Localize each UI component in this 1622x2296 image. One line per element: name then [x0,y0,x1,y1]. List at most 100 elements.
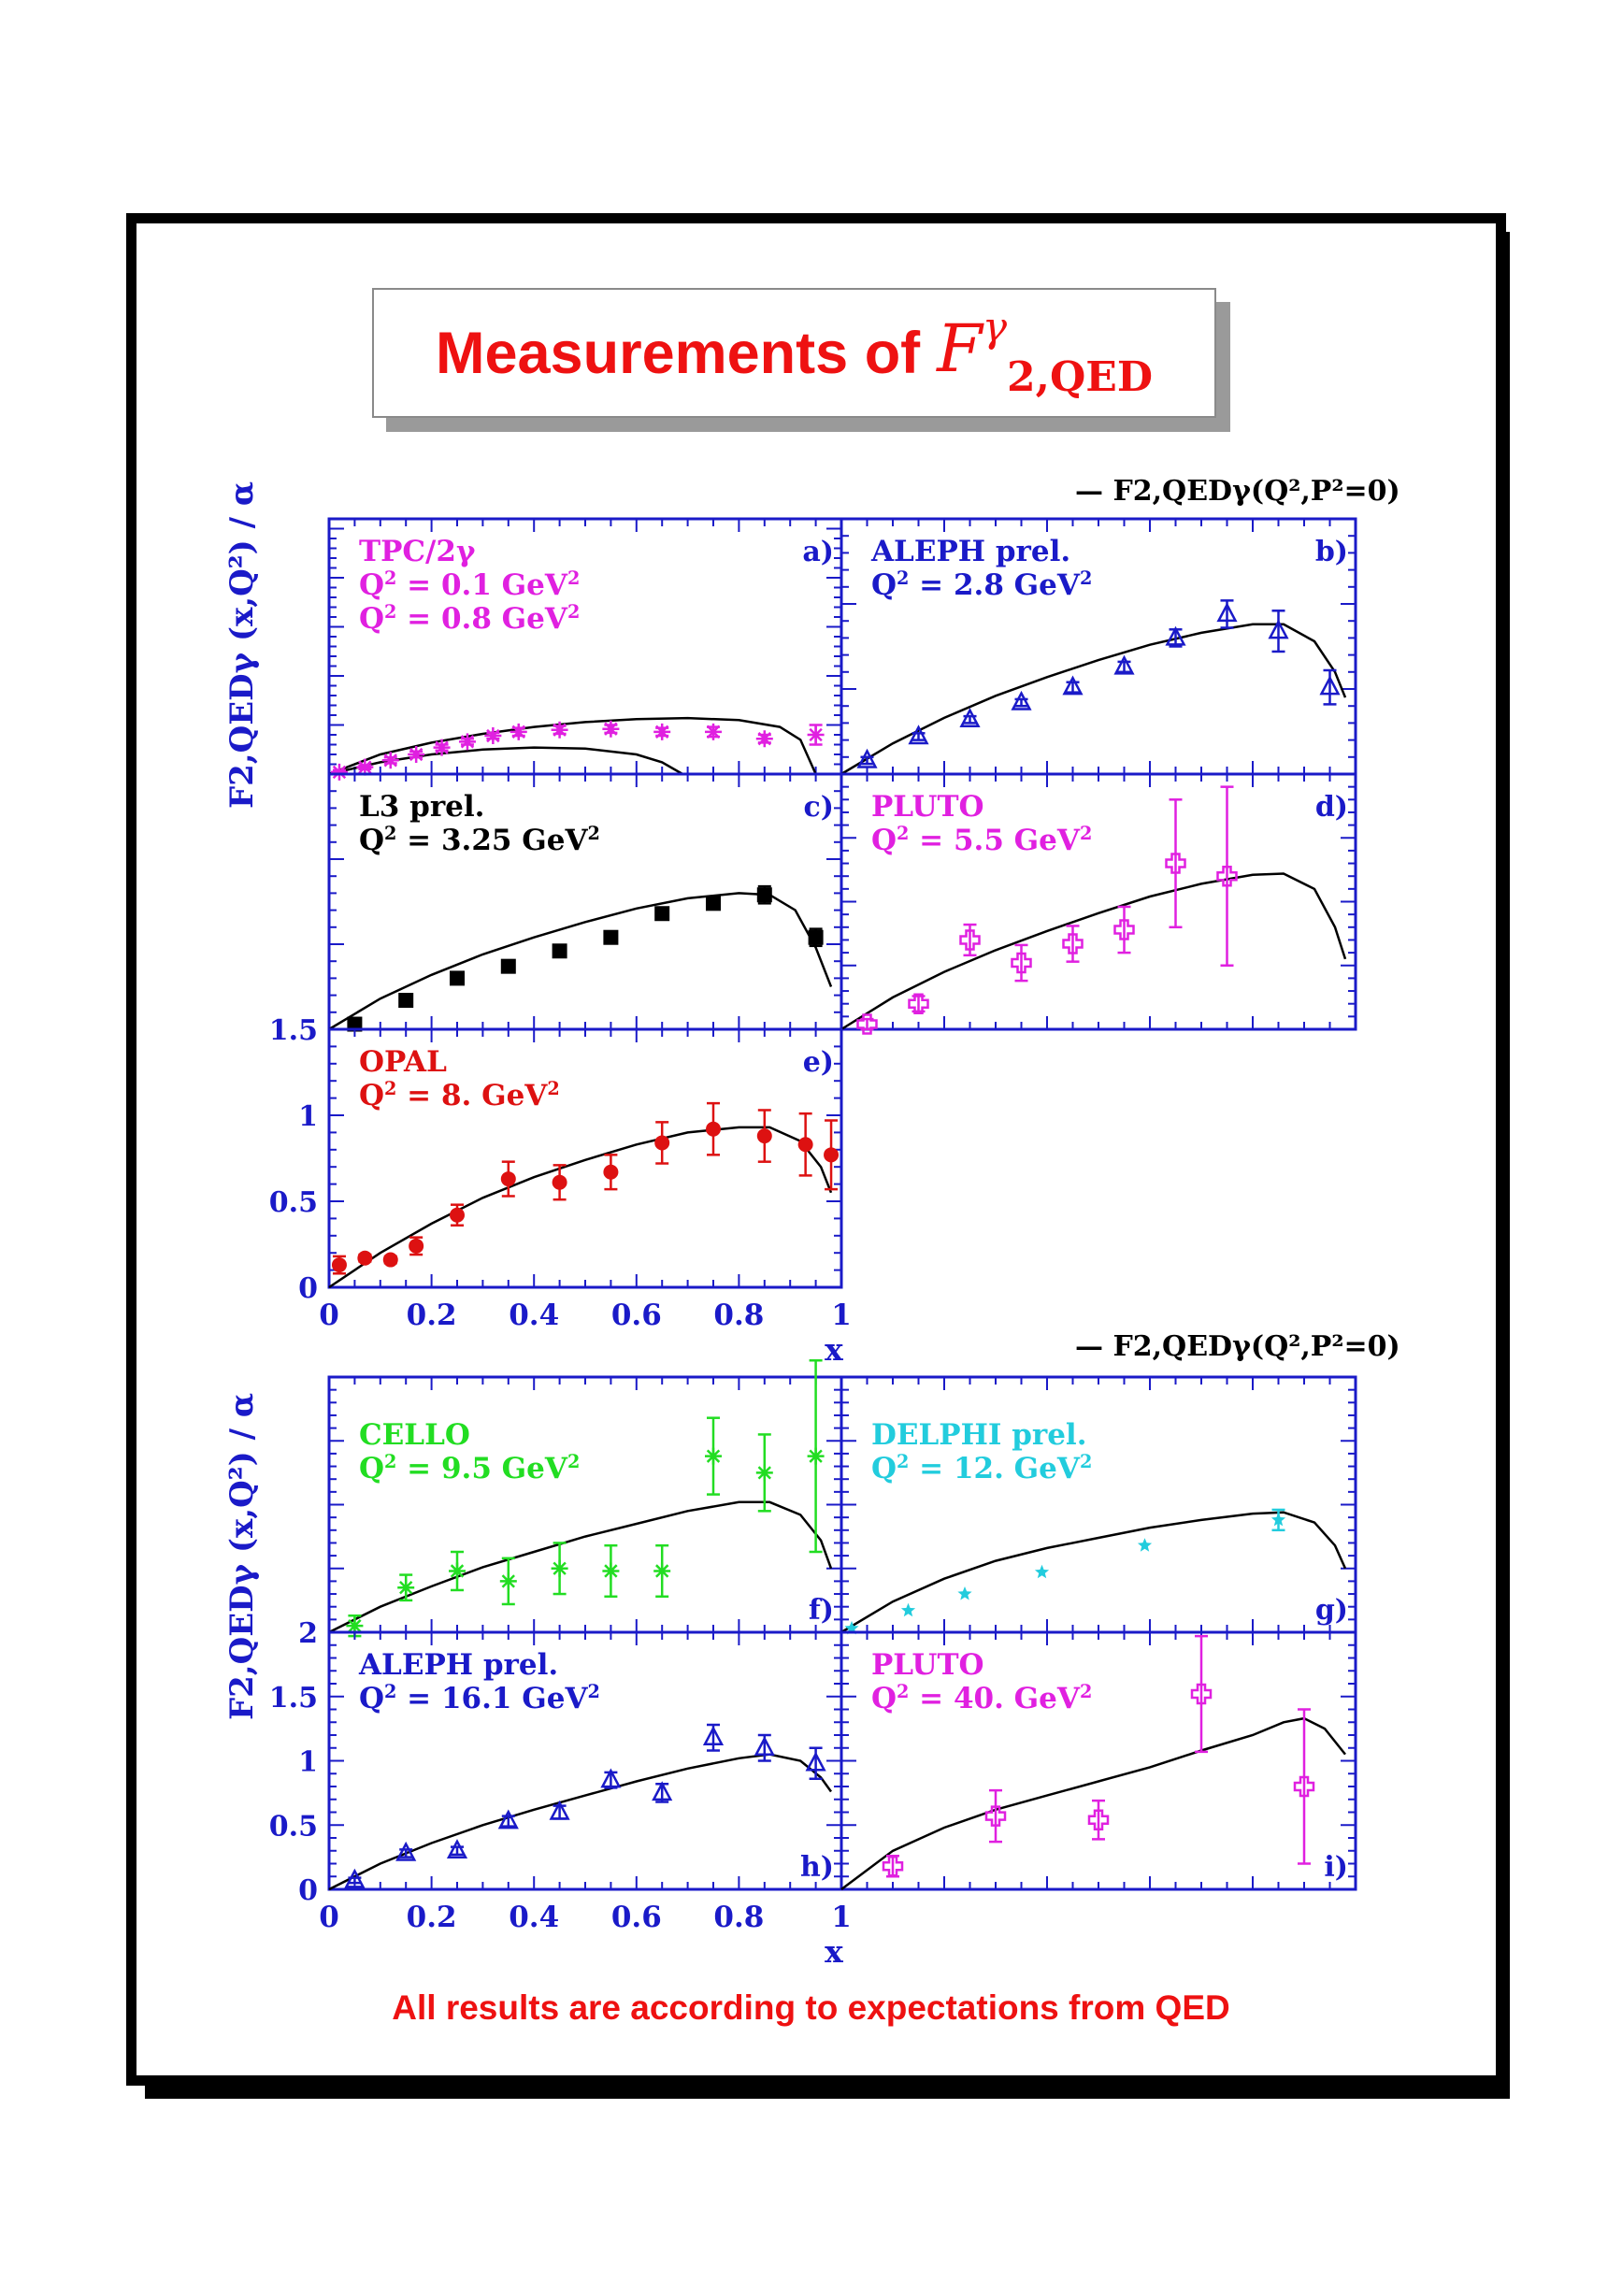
marker-cross-open [1190,1683,1213,1705]
marker-square [603,929,619,945]
panel-label-line: Q2 = 12. GeV2 [871,1451,1092,1485]
marker-star [1270,1512,1286,1527]
y-tick-label: 0 [298,1272,318,1305]
panel-label-line: PLUTO [871,790,984,824]
marker-triangle [1113,654,1135,675]
y-tick-label: 1.5 [269,1682,318,1715]
marker-asterisk [807,726,825,743]
marker-cross-open [984,1805,1007,1827]
marker-circle [552,1174,567,1190]
marker-cross-open [1293,1775,1315,1798]
marker-star [957,1586,972,1600]
qed-curve [840,1511,1347,1634]
qed-curve [840,623,1347,776]
panel-label-line: Q2 = 2.8 GeV2 [871,567,1092,602]
title-text: Measurements of [436,320,921,386]
marker-triangle [446,1839,468,1858]
marker-triangle [497,1809,519,1830]
panel-label-line: DELPHI prel. [871,1418,1087,1452]
panel-tag: a) [802,536,834,568]
panel-label-line: OPAL [359,1045,447,1079]
marker-asterisk [381,752,399,769]
marker-asterisk [449,1562,466,1580]
panel-tag: g) [1315,1594,1348,1627]
x-tick-label: 0 [319,1901,339,1934]
marker-triangle [549,1800,570,1820]
panel-label-line: Q2 = 0.8 GeV2 [359,601,580,636]
marker-square [552,943,567,959]
panel-tag: c) [804,791,834,824]
x-axis-label: x [825,1331,843,1368]
marker-asterisk [602,1562,620,1580]
marker-cross-open [856,1013,878,1035]
marker-circle [450,1207,465,1223]
marker-triangle [959,708,981,728]
marker-circle [382,1252,398,1268]
x-tick-label: 0.2 [407,1299,457,1332]
marker-square [398,993,414,1009]
panel-tag: d) [1315,791,1348,824]
marker-triangle [1268,619,1289,639]
panel-b: ALEPH prel.Q2 = 2.8 GeV2 b) [840,517,1357,776]
panel-tag: f) [809,1594,834,1627]
legend-entry: — F2,QEDγ(Q²,P²=0) [1075,475,1400,508]
marker-triangle [344,1868,366,1888]
marker-asterisk [807,1447,825,1465]
marker-square [756,887,772,903]
panel-label-line: Q2 = 16.1 GeV2 [359,1681,600,1715]
qed-curve [328,1753,833,1891]
title-symbol-sup: γ [982,303,1008,352]
marker-asterisk [705,1447,722,1465]
y-tick-label: 2 [298,1617,318,1650]
marker-triangle [1216,602,1238,623]
marker-cross-open [1011,952,1032,974]
y-tick-label: 0.5 [269,1186,318,1219]
panel-c: L3 prel.Q2 = 3.25 GeV2 c) [327,772,843,1032]
marker-cross-open [959,929,981,951]
y-axis-label: F2,QEDγ (x,Q²) / α [223,481,261,809]
panel-label-line: Q2 = 40. GeV2 [871,1681,1092,1715]
marker-triangle [1165,625,1186,646]
marker-triangle [805,1751,826,1772]
marker-star [1137,1538,1153,1552]
marker-star [1034,1564,1050,1579]
panel-label-line: ALEPH prel. [870,535,1070,568]
marker-asterisk [499,1572,517,1590]
y-tick-label: 1.5 [269,1014,318,1047]
marker-cross-open [1087,1809,1110,1830]
marker-cross-open [1216,865,1238,887]
marker-asterisk [356,758,374,776]
y-axis-label: F2,QEDγ (x,Q²) / α [223,1393,261,1720]
marker-asterisk [653,1562,671,1580]
y-tick-label: 1 [298,1100,318,1133]
marker-triangle [754,1736,775,1756]
marker-triangle [856,748,878,768]
marker-asterisk [551,721,568,739]
marker-asterisk [484,727,502,745]
marker-circle [706,1121,721,1137]
marker-circle [331,1257,347,1273]
marker-cross-open [1062,933,1084,954]
marker-asterisk [330,763,348,781]
marker-square [654,906,670,922]
marker-triangle [1319,675,1341,696]
marker-circle [500,1171,516,1187]
marker-triangle [908,725,929,745]
marker-asterisk [510,723,527,740]
panel-h: ALEPH prel.Q2 = 16.1 GeV2 h) 0 0.5 1 1.5 2 [269,1617,843,1907]
x-tick-label: 0.8 [713,1901,764,1934]
qed-curve [328,1126,833,1289]
panel-tag: b) [1315,536,1348,568]
panel-label-line: PLUTO [871,1648,984,1682]
marker-square [500,958,516,974]
qed-curve [840,1716,1346,1891]
marker-triangle [702,1726,725,1745]
panel-label-line: Q2 = 8. GeV2 [359,1078,560,1112]
panel-tag: h) [800,1851,834,1884]
marker-asterisk [408,746,425,763]
